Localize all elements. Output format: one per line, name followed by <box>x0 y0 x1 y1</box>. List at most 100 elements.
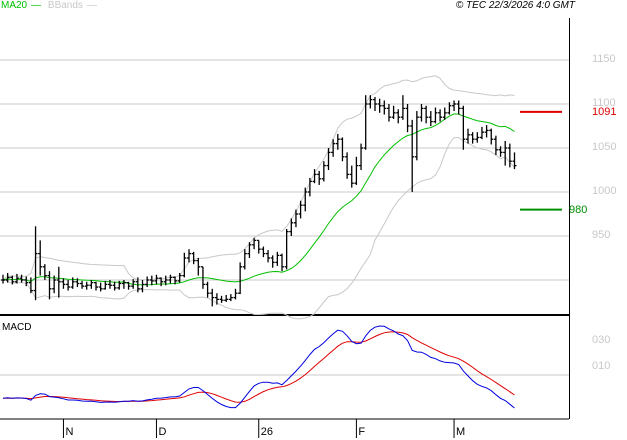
ohlc-bar <box>396 109 401 124</box>
ohlc-bar <box>228 294 233 302</box>
ohlc-bar <box>312 169 317 184</box>
ohlc-bar <box>479 126 484 140</box>
ohlc-bar <box>382 100 387 115</box>
x-tick-label: N <box>65 426 74 438</box>
ohlc-bar <box>256 239 261 254</box>
legend-ma20-swatch: — <box>31 0 42 11</box>
ohlc-bar <box>414 111 419 161</box>
ohlc-bar <box>24 276 29 287</box>
ohlc-bar <box>38 240 43 276</box>
ohlc-bar <box>214 293 219 305</box>
ohlc-bar <box>159 277 164 287</box>
ohlc-bar <box>10 275 15 285</box>
ohlc-bar <box>84 281 89 290</box>
ohlc-bar <box>247 242 252 258</box>
ohlc-bar <box>52 275 57 294</box>
ohlc-bar <box>33 226 38 301</box>
ohlc-bar <box>493 135 498 156</box>
legend-ma20: MA20 <box>1 0 28 11</box>
ohlc-bar <box>168 274 173 284</box>
ohlc-bar <box>270 255 275 268</box>
ohlc-bar <box>391 105 396 119</box>
ohlc-bar <box>196 258 201 276</box>
ohlc-bar <box>354 156 359 185</box>
ohlc-bar <box>466 128 470 144</box>
ohlc-bar <box>75 278 80 288</box>
ohlc-bar <box>284 228 289 270</box>
ohlc-bar <box>507 143 512 168</box>
ohlc-bar <box>349 165 354 188</box>
ohlc-bar <box>112 281 117 291</box>
ohlc-bar <box>345 152 350 179</box>
ohlc-bar <box>368 95 373 109</box>
ohlc-bar <box>275 251 280 266</box>
ohlc-bar <box>484 125 489 138</box>
ohlc-bar <box>498 146 503 157</box>
ohlc-bar <box>242 249 247 270</box>
ohlc-bar <box>433 107 438 124</box>
ohlc-bar <box>266 250 271 263</box>
ohlc-bar <box>145 276 150 288</box>
ohlc-bar <box>386 104 391 122</box>
ohlc-bar <box>335 133 340 150</box>
ohlc-bar <box>42 264 47 280</box>
ohlc-bar <box>303 187 308 212</box>
ohlc-bar <box>224 294 229 302</box>
ohlc-bar <box>326 148 331 170</box>
ohlc-bar <box>107 280 112 289</box>
ohlc-bar <box>205 281 210 298</box>
ohlc-bar <box>424 105 429 124</box>
ohlc-bar <box>56 266 61 298</box>
ohlc-bar <box>363 95 368 150</box>
ohlc-bar <box>359 143 364 170</box>
ohlc-bar <box>442 107 447 120</box>
ohlc-bar <box>289 218 294 236</box>
ohlc-bar <box>80 280 85 289</box>
ohlc-bar <box>321 161 326 182</box>
ohlc-bar <box>14 273 19 284</box>
ohlc-bar <box>182 252 187 278</box>
ohlc-bar <box>131 279 136 289</box>
ohlc-bar <box>456 100 461 115</box>
y-tick-label: 1050 <box>592 141 617 153</box>
ohlc-bar <box>47 271 52 300</box>
x-tick-label: M <box>456 426 466 438</box>
ohlc-bar <box>173 276 178 285</box>
ohlc-bar <box>126 281 131 290</box>
macd-line <box>2 325 515 409</box>
ohlc-bar <box>98 282 103 292</box>
ohlc-bar <box>419 104 424 122</box>
ohlc-bar <box>140 280 145 293</box>
ohlc-bar <box>475 132 480 143</box>
ohlc-bar <box>28 277 33 294</box>
ohlc-bar <box>1 274 5 284</box>
ohlc-bar <box>470 132 475 144</box>
ohlc-bar <box>103 280 108 290</box>
ohlc-bar <box>61 278 66 289</box>
ohlc-bar <box>135 277 140 293</box>
ohlc-bar <box>452 100 457 112</box>
ohlc-bar <box>307 177 312 197</box>
ohlc-bar <box>317 170 322 185</box>
ohlc-bar <box>461 105 466 150</box>
ohlc-bar <box>94 281 98 291</box>
level-label: 1091 <box>592 105 617 118</box>
ohlc-bar <box>489 128 494 145</box>
y-tick-label: 1150 <box>592 53 616 65</box>
bband-upper <box>2 75 515 281</box>
ohlc-bar <box>66 280 71 291</box>
ohlc-bar <box>117 280 122 290</box>
ohlc-bar <box>89 280 94 289</box>
x-tick-label: D <box>158 426 167 438</box>
ohlc-bar <box>503 140 508 166</box>
ohlc-bar <box>261 246 266 258</box>
ohlc-bar <box>238 262 243 295</box>
ohlc-bar <box>428 111 433 126</box>
ohlc-bar <box>219 295 224 303</box>
legend-bbands-swatch: — <box>86 0 97 11</box>
y-tick-label: 950 <box>592 229 611 241</box>
ohlc-bar <box>121 280 126 289</box>
ma20-line <box>2 113 515 286</box>
macd-tick-label: 010 <box>592 360 611 372</box>
